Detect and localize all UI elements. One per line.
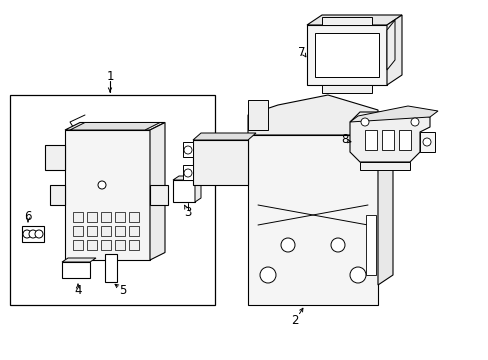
Polygon shape — [50, 185, 65, 205]
Polygon shape — [247, 95, 377, 135]
Text: 6: 6 — [24, 211, 32, 224]
Polygon shape — [377, 125, 392, 285]
Text: 5: 5 — [119, 284, 126, 297]
Text: 2: 2 — [291, 314, 298, 327]
Polygon shape — [386, 20, 394, 70]
Bar — [73, 240, 83, 250]
Bar — [314, 33, 378, 77]
Text: 4: 4 — [74, 284, 81, 297]
Polygon shape — [349, 112, 429, 162]
Polygon shape — [321, 85, 371, 93]
Text: 8: 8 — [341, 134, 348, 147]
Circle shape — [98, 181, 106, 189]
Polygon shape — [247, 100, 267, 130]
Circle shape — [29, 230, 37, 238]
Circle shape — [23, 230, 31, 238]
Bar — [115, 226, 125, 236]
Bar — [364, 130, 376, 150]
Bar — [101, 240, 111, 250]
Circle shape — [260, 267, 275, 283]
Polygon shape — [183, 165, 193, 180]
Bar — [129, 212, 139, 222]
Polygon shape — [195, 176, 201, 202]
Circle shape — [183, 169, 192, 177]
Polygon shape — [365, 215, 375, 275]
Bar — [101, 212, 111, 222]
Circle shape — [410, 118, 418, 126]
Bar — [115, 240, 125, 250]
Polygon shape — [386, 15, 401, 85]
Polygon shape — [349, 106, 437, 122]
Bar — [87, 226, 97, 236]
Circle shape — [349, 267, 365, 283]
Bar — [381, 130, 393, 150]
Polygon shape — [150, 122, 164, 260]
Text: 3: 3 — [184, 207, 191, 220]
Bar — [87, 240, 97, 250]
Bar — [115, 212, 125, 222]
Circle shape — [360, 118, 368, 126]
Polygon shape — [183, 142, 193, 157]
Polygon shape — [70, 122, 160, 130]
Text: 7: 7 — [298, 45, 305, 58]
Bar — [73, 212, 83, 222]
Bar — [10, 95, 215, 305]
Bar — [101, 226, 111, 236]
Polygon shape — [65, 130, 150, 260]
Bar — [129, 226, 139, 236]
Polygon shape — [247, 135, 377, 305]
Circle shape — [35, 230, 43, 238]
Polygon shape — [62, 262, 90, 278]
Circle shape — [183, 146, 192, 154]
Bar — [87, 212, 97, 222]
Bar — [173, 180, 195, 202]
Polygon shape — [45, 145, 65, 170]
Bar — [398, 130, 410, 150]
Circle shape — [281, 238, 294, 252]
Polygon shape — [306, 15, 401, 25]
Polygon shape — [62, 258, 96, 262]
Polygon shape — [150, 185, 168, 205]
Circle shape — [330, 238, 345, 252]
Text: 1: 1 — [106, 71, 114, 84]
Polygon shape — [105, 254, 117, 282]
Bar — [73, 226, 83, 236]
Polygon shape — [306, 25, 386, 85]
Polygon shape — [193, 140, 247, 185]
Polygon shape — [173, 176, 201, 180]
Polygon shape — [419, 132, 434, 152]
Bar — [129, 240, 139, 250]
Circle shape — [422, 138, 430, 146]
Polygon shape — [22, 226, 44, 242]
Polygon shape — [359, 162, 409, 170]
Polygon shape — [321, 17, 371, 25]
Polygon shape — [65, 122, 164, 130]
Polygon shape — [193, 133, 256, 140]
